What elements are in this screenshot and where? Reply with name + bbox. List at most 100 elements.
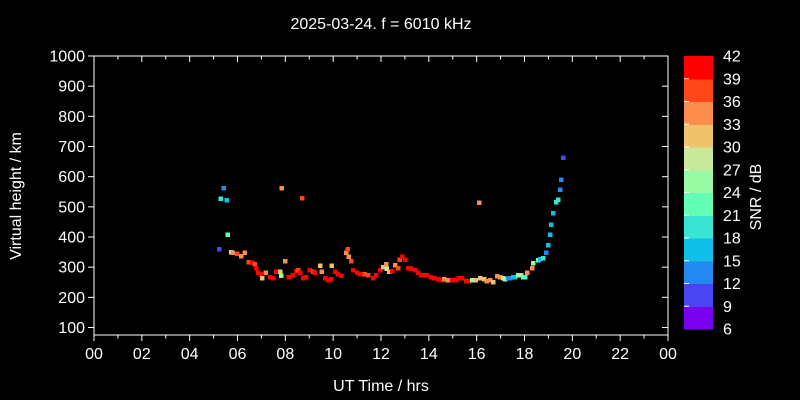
data-point xyxy=(224,197,230,203)
data-point xyxy=(558,177,564,183)
data-point xyxy=(384,266,390,272)
data-point xyxy=(445,277,451,283)
x-tick-label: 20 xyxy=(563,346,581,363)
x-tick-label: 10 xyxy=(324,346,342,363)
data-point xyxy=(348,258,354,264)
colorbar-segment xyxy=(684,78,713,102)
x-axis-label: UT Time / hrs xyxy=(333,378,429,395)
colorbar-tick-label: 30 xyxy=(723,140,741,157)
data-point xyxy=(328,276,334,282)
y-tick-label: 400 xyxy=(58,230,85,247)
data-point xyxy=(319,269,325,275)
colorbar-segment xyxy=(684,147,713,171)
colorbar-tick-label: 24 xyxy=(723,185,741,202)
data-point xyxy=(516,272,521,278)
data-point xyxy=(300,275,306,281)
x-tick-label: 22 xyxy=(611,346,629,363)
y-axis-label: Virtual height / km xyxy=(8,132,25,260)
data-point xyxy=(290,272,296,278)
colorbar-segment xyxy=(684,169,713,193)
x-tick-label: 16 xyxy=(468,346,486,363)
data-point xyxy=(221,185,227,191)
data-point xyxy=(279,185,285,191)
data-point xyxy=(463,278,469,284)
colorbar-tick-label: 21 xyxy=(723,208,741,225)
colorbar-tick-label: 36 xyxy=(723,94,741,111)
x-tick-label: 04 xyxy=(181,346,199,363)
data-point xyxy=(218,196,224,202)
data-point xyxy=(408,266,414,272)
data-point xyxy=(354,270,360,276)
x-axis-ticks: 00 02 04 06 08 10 12 14 16 18 20 22 00 xyxy=(85,56,677,363)
data-point xyxy=(249,260,255,266)
x-tick-label: 00 xyxy=(659,346,677,363)
data-point xyxy=(456,275,462,281)
data-point xyxy=(524,270,530,276)
data-point xyxy=(555,197,561,203)
data-point xyxy=(547,232,553,238)
data-point xyxy=(362,271,368,277)
data-point xyxy=(441,276,447,282)
colorbar-tick-label: 9 xyxy=(723,299,732,316)
data-point xyxy=(365,272,371,278)
colorbar-tick-label: 33 xyxy=(723,117,741,134)
data-point xyxy=(295,267,301,273)
data-point xyxy=(335,271,341,277)
y-tick-label: 300 xyxy=(58,260,85,277)
y-tick-label: 600 xyxy=(58,169,85,186)
data-point xyxy=(242,250,248,256)
colorbar-segment xyxy=(684,283,713,307)
colorbar-segment xyxy=(684,101,713,125)
data-point xyxy=(405,265,411,271)
colorbar-segment xyxy=(684,215,713,239)
data-point xyxy=(431,275,437,281)
data-point xyxy=(230,250,236,256)
data-point xyxy=(252,261,258,267)
data-point xyxy=(428,274,434,280)
data-point xyxy=(216,246,222,252)
x-tick-label: 18 xyxy=(516,346,534,363)
data-point xyxy=(402,257,408,263)
data-point xyxy=(497,274,503,280)
data-point xyxy=(267,274,273,280)
scatter-points xyxy=(216,155,566,285)
colorbar: 6 9 12 15 18 21 24 27 30 33 36 39 42 xyxy=(684,49,741,339)
colorbar-segment xyxy=(684,124,713,148)
data-point xyxy=(297,270,303,276)
x-tick-label: 14 xyxy=(420,346,438,363)
data-point xyxy=(255,270,261,276)
data-point xyxy=(484,278,490,284)
plot-frame xyxy=(93,55,669,336)
data-point xyxy=(469,277,475,283)
data-point xyxy=(481,276,487,282)
data-point xyxy=(380,264,386,270)
data-point xyxy=(259,275,265,281)
data-point xyxy=(395,265,401,271)
data-point xyxy=(322,275,328,281)
data-point xyxy=(332,269,338,275)
data-point xyxy=(373,272,379,278)
data-point xyxy=(325,277,331,283)
data-point xyxy=(477,275,483,281)
colorbar-tick-label: 15 xyxy=(723,253,741,270)
data-point xyxy=(438,277,444,283)
data-point xyxy=(424,272,430,278)
data-point xyxy=(253,265,259,271)
data-point xyxy=(238,253,244,259)
colorbar-label: SNR / dB xyxy=(748,164,765,231)
data-point xyxy=(329,263,335,269)
data-point xyxy=(548,222,554,228)
data-point xyxy=(421,272,427,278)
colorbar-segment xyxy=(684,306,713,330)
x-tick-label: 08 xyxy=(276,346,294,363)
colorbar-tick-label: 12 xyxy=(723,276,741,293)
data-point xyxy=(412,267,418,273)
y-tick-label: 500 xyxy=(58,199,85,216)
data-point xyxy=(397,257,402,263)
y-tick-label: 800 xyxy=(58,109,85,126)
plot-border xyxy=(93,55,669,336)
data-point xyxy=(487,277,493,283)
data-point xyxy=(286,274,292,280)
data-point xyxy=(270,275,276,281)
